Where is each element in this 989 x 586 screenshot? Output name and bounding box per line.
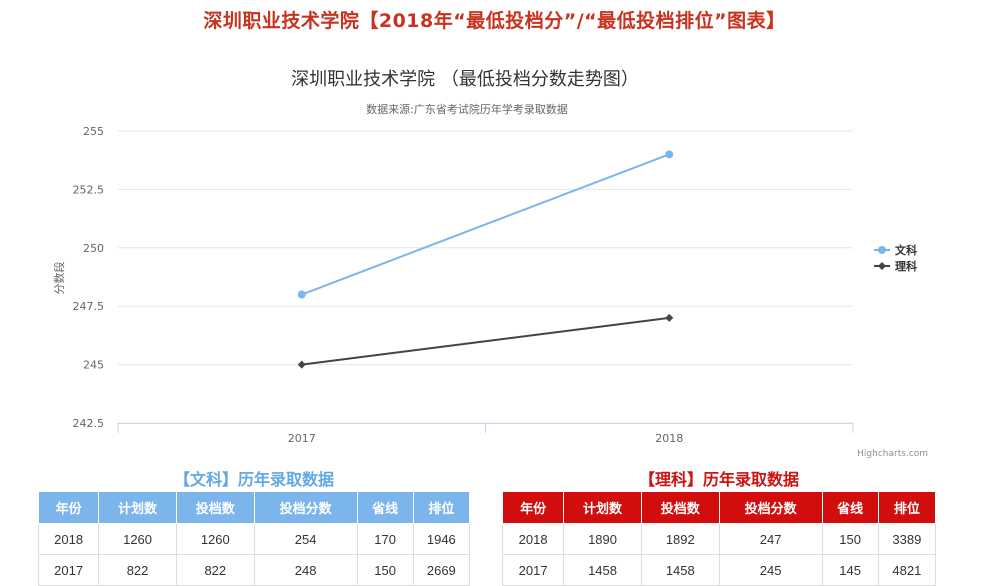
chart-subtitle: 数据来源:广东省考试院历年学考录取数据 — [366, 102, 568, 116]
chart-title: 深圳职业技术学院 （最低投档分数走势图） — [291, 69, 639, 90]
data-point — [665, 150, 674, 159]
series-line-1 — [301, 153, 670, 296]
cell-score: 254 — [253, 523, 358, 555]
header-score: 投档分数 — [253, 491, 358, 524]
table-row: 2017 822 822 248 150 2669 — [37, 554, 471, 586]
legend-marker — [878, 262, 886, 270]
cell-rank: 1946 — [412, 523, 471, 555]
header-submitted: 投档数 — [175, 491, 255, 524]
line-chart: 深圳职业技术学院 （最低投档分数走势图） 数据来源:广东省考试院历年学考录取数据… — [52, 69, 928, 459]
cell-provincial-line: 150 — [356, 554, 414, 586]
data-point — [297, 360, 306, 369]
cell-rank: 4821 — [877, 554, 937, 586]
header-year: 年份 — [501, 491, 565, 524]
cell-submitted: 1458 — [640, 554, 720, 586]
y-tick-label: 252.5 — [73, 183, 105, 196]
cell-submitted: 822 — [175, 554, 255, 586]
table-header-row: 年份 计划数 投档数 投档分数 省线 排位 — [501, 491, 937, 524]
page-title: 深圳职业技术学院【2018年“最低投档分”/“最低投档排位”图表】 — [203, 10, 786, 32]
cell-submitted: 1260 — [175, 523, 255, 555]
cell-plan: 822 — [98, 554, 177, 586]
y-tick-label: 255 — [83, 125, 104, 138]
cell-submitted: 1892 — [640, 523, 720, 555]
header-score: 投档分数 — [718, 491, 823, 524]
table-header-row: 年份 计划数 投档数 投档分数 省线 排位 — [37, 491, 471, 524]
series-group — [297, 150, 674, 369]
cell-plan: 1890 — [563, 523, 642, 555]
cell-year: 2018 — [37, 523, 100, 555]
header-plan: 计划数 — [563, 491, 642, 524]
y-tick-label: 242.5 — [73, 417, 105, 430]
legend-marker — [878, 246, 886, 254]
data-point — [297, 290, 306, 299]
series-line-2 — [301, 316, 670, 366]
cell-score: 248 — [253, 554, 358, 586]
cell-score: 245 — [718, 554, 823, 586]
wen-table-title: 【文科】历年录取数据 — [173, 470, 334, 489]
x-tick-label: 2018 — [655, 432, 683, 445]
cell-year: 2018 — [501, 523, 565, 555]
cell-provincial-line: 170 — [356, 523, 414, 555]
cell-rank: 3389 — [877, 523, 937, 555]
cell-rank: 2669 — [412, 554, 471, 586]
y-axis-label: 分数段 — [52, 262, 66, 295]
cell-year: 2017 — [37, 554, 100, 586]
x-tick-label: 2017 — [288, 432, 316, 445]
cell-plan: 1260 — [98, 523, 177, 555]
cell-year: 2017 — [501, 554, 565, 586]
cell-plan: 1458 — [563, 554, 642, 586]
table-row: 2017 1458 1458 245 145 4821 — [501, 554, 937, 586]
data-point — [665, 313, 674, 322]
x-axis: 2017 2018 — [117, 423, 854, 445]
header-provincial-line: 省线 — [356, 491, 414, 524]
header-plan: 计划数 — [98, 491, 177, 524]
y-tick-label: 245 — [83, 359, 104, 372]
header-year: 年份 — [37, 491, 100, 524]
header-rank: 排位 — [877, 491, 937, 524]
table-row: 2018 1890 1892 247 150 3389 — [501, 523, 937, 555]
y-axis-ticks: 242.5 245 247.5 250 252.5 255 — [73, 125, 105, 430]
li-table-title: 【理科】历年录取数据 — [638, 470, 799, 489]
header-rank: 排位 — [412, 491, 471, 524]
cell-provincial-line: 150 — [821, 523, 879, 555]
legend-label-2[interactable]: 理科 — [895, 259, 917, 273]
table-row: 2018 1260 1260 254 170 1946 — [37, 523, 471, 555]
legend-label-1[interactable]: 文科 — [895, 243, 917, 257]
y-tick-label: 250 — [83, 242, 104, 255]
header-provincial-line: 省线 — [821, 491, 879, 524]
li-admission-table: 年份 计划数 投档数 投档分数 省线 排位 2018 1890 1892 247… — [501, 491, 937, 586]
cell-provincial-line: 145 — [821, 554, 879, 586]
header-submitted: 投档数 — [640, 491, 720, 524]
grid-lines — [118, 130, 853, 424]
cell-score: 247 — [718, 523, 823, 555]
y-tick-label: 247.5 — [73, 300, 105, 313]
credits-text[interactable]: Highcharts.com — [857, 449, 928, 459]
